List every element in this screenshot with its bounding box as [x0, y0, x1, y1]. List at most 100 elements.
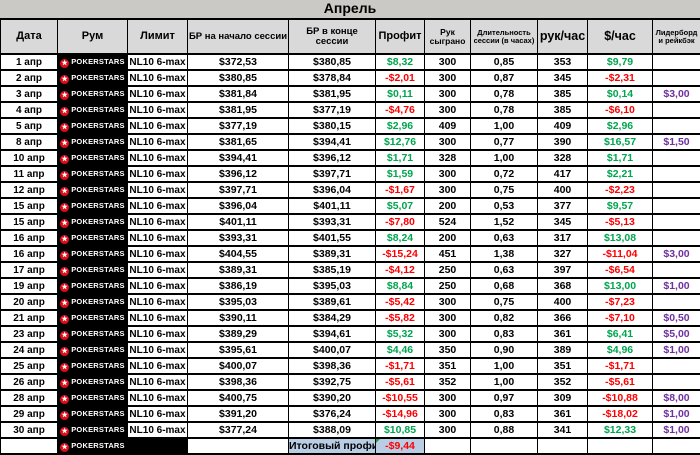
cell-leaderboard[interactable] — [653, 374, 700, 390]
cell-br-end[interactable]: $392,75 — [289, 374, 376, 390]
cell-profit[interactable]: $5,07 — [376, 198, 425, 214]
cell-usd-per-hour[interactable]: $13,00 — [588, 278, 653, 294]
cell-room[interactable]: ★POKERSTARS — [58, 262, 128, 278]
cell-duration[interactable]: 0,83 — [471, 406, 538, 422]
cell-hands-per-hour[interactable]: 345 — [538, 214, 588, 230]
cell-br-end[interactable]: $390,20 — [289, 390, 376, 406]
cell-date[interactable]: 3 апр — [1, 86, 58, 102]
cell-room[interactable]: ★POKERSTARS — [58, 246, 128, 262]
cell-limit[interactable]: NL10 6-max — [128, 246, 188, 262]
cell-date[interactable]: 8 апр — [1, 134, 58, 150]
cell-leaderboard[interactable]: $5,00 — [653, 326, 700, 342]
cell-date[interactable] — [1, 438, 58, 454]
cell-date[interactable]: 21 апр — [1, 310, 58, 326]
cell-hands-per-hour[interactable]: 328 — [538, 150, 588, 166]
cell-duration[interactable]: 1,00 — [471, 150, 538, 166]
cell-br-start[interactable]: $381,65 — [188, 134, 289, 150]
cell-duration[interactable]: 0,68 — [471, 278, 538, 294]
cell-hands[interactable]: 300 — [425, 54, 471, 70]
cell-duration[interactable]: 0,83 — [471, 326, 538, 342]
cell-leaderboard[interactable]: $0,50 — [653, 310, 700, 326]
column-header-br-end[interactable]: БР в конце сессии — [289, 19, 376, 54]
cell-br-start[interactable]: $389,31 — [188, 262, 289, 278]
cell-usd-per-hour[interactable]: $2,96 — [588, 118, 653, 134]
column-header-br-start[interactable]: БР на начало сессии — [188, 19, 289, 54]
cell-leaderboard[interactable] — [653, 70, 700, 86]
cell-leaderboard[interactable]: $3,00 — [653, 86, 700, 102]
cell-br-start[interactable]: $401,11 — [188, 214, 289, 230]
cell-hands[interactable]: 300 — [425, 70, 471, 86]
cell-duration[interactable]: 1,38 — [471, 246, 538, 262]
cell-room[interactable]: ★POKERSTARS — [58, 54, 128, 70]
cell-date[interactable]: 28 апр — [1, 390, 58, 406]
cell-hands[interactable]: 250 — [425, 278, 471, 294]
cell-date[interactable]: 1 апр — [1, 54, 58, 70]
cell-limit[interactable]: NL10 6-max — [128, 166, 188, 182]
cell-hands-per-hour[interactable]: 368 — [538, 278, 588, 294]
cell-duration[interactable] — [471, 438, 538, 454]
cell-profit[interactable]: $8,32 — [376, 54, 425, 70]
cell-profit[interactable]: -$5,42 — [376, 294, 425, 310]
cell-hands[interactable] — [425, 438, 471, 454]
cell-room[interactable]: ★POKERSTARS — [58, 182, 128, 198]
cell-hands[interactable]: 300 — [425, 310, 471, 326]
cell-leaderboard[interactable] — [653, 230, 700, 246]
cell-duration[interactable]: 0,77 — [471, 134, 538, 150]
cell-room[interactable]: ★POKERSTARS — [58, 230, 128, 246]
cell-room[interactable]: ★POKERSTARS — [58, 86, 128, 102]
column-header-usd-per-hour[interactable]: $/час — [588, 19, 653, 54]
cell-profit[interactable]: $5,32 — [376, 326, 425, 342]
cell-hands-per-hour[interactable]: 351 — [538, 358, 588, 374]
cell-profit[interactable]: $1,59 — [376, 166, 425, 182]
cell-room[interactable]: ★POKERSTARS — [58, 342, 128, 358]
cell-br-start[interactable]: $396,12 — [188, 166, 289, 182]
cell-usd-per-hour[interactable]: -$5,61 — [588, 374, 653, 390]
cell-hands[interactable]: 300 — [425, 134, 471, 150]
cell-usd-per-hour[interactable]: -$7,23 — [588, 294, 653, 310]
cell-date[interactable]: 15 апр — [1, 198, 58, 214]
cell-br-end[interactable]: $389,31 — [289, 246, 376, 262]
cell-hands-per-hour[interactable]: 390 — [538, 134, 588, 150]
cell-leaderboard[interactable]: $3,00 — [653, 246, 700, 262]
cell-br-end[interactable]: $398,36 — [289, 358, 376, 374]
cell-limit[interactable]: NL10 6-max — [128, 150, 188, 166]
cell-duration[interactable]: 0,63 — [471, 262, 538, 278]
cell-hands-per-hour[interactable]: 397 — [538, 262, 588, 278]
cell-br-start[interactable]: $398,36 — [188, 374, 289, 390]
cell-date[interactable]: 12 апр — [1, 182, 58, 198]
cell-duration[interactable]: 0,78 — [471, 86, 538, 102]
cell-hands[interactable]: 300 — [425, 86, 471, 102]
cell-usd-per-hour[interactable]: $1,71 — [588, 150, 653, 166]
cell-br-start[interactable]: $393,31 — [188, 230, 289, 246]
cell-br-end[interactable]: $394,41 — [289, 134, 376, 150]
cell-usd-per-hour[interactable]: -$2,31 — [588, 70, 653, 86]
cell-leaderboard[interactable]: $1,00 — [653, 342, 700, 358]
cell-br-end[interactable]: $376,24 — [289, 406, 376, 422]
cell-usd-per-hour[interactable]: -$18,02 — [588, 406, 653, 422]
cell-usd-per-hour[interactable]: -$7,10 — [588, 310, 653, 326]
cell-profit[interactable]: $0,11 — [376, 86, 425, 102]
cell-limit[interactable]: NL10 6-max — [128, 182, 188, 198]
cell-usd-per-hour[interactable]: $2,21 — [588, 166, 653, 182]
cell-date[interactable]: 16 апр — [1, 246, 58, 262]
cell-date[interactable]: 20 апр — [1, 294, 58, 310]
cell-hands[interactable]: 300 — [425, 406, 471, 422]
cell-leaderboard[interactable] — [653, 54, 700, 70]
cell-room[interactable]: ★POKERSTARS — [58, 150, 128, 166]
cell-br-start[interactable]: $377,19 — [188, 118, 289, 134]
cell-profit[interactable]: $12,76 — [376, 134, 425, 150]
cell-br-start[interactable]: $381,95 — [188, 102, 289, 118]
cell-hands-per-hour[interactable]: 385 — [538, 86, 588, 102]
cell-hands[interactable]: 300 — [425, 102, 471, 118]
column-header-limit[interactable]: Лимит — [128, 19, 188, 54]
cell-duration[interactable]: 0,85 — [471, 54, 538, 70]
cell-usd-per-hour[interactable]: $9,79 — [588, 54, 653, 70]
cell-leaderboard[interactable] — [653, 438, 700, 454]
cell-br-end[interactable]: $380,15 — [289, 118, 376, 134]
cell-usd-per-hour[interactable] — [588, 438, 653, 454]
cell-limit[interactable]: NL10 6-max — [128, 134, 188, 150]
cell-br-start[interactable]: $400,75 — [188, 390, 289, 406]
cell-hands[interactable]: 300 — [425, 166, 471, 182]
cell-usd-per-hour[interactable]: $0,14 — [588, 86, 653, 102]
cell-profit[interactable]: $10,85 — [376, 422, 425, 438]
